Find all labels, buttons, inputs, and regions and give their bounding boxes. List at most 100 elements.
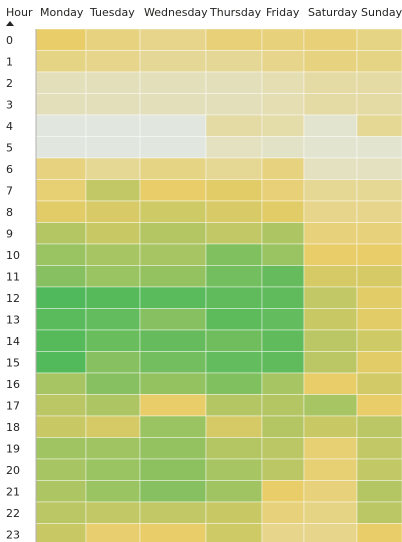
cell-wednesday-hour-9[interactable] — [139, 222, 207, 245]
cell-thursday-hour-15[interactable] — [205, 351, 263, 374]
cell-saturday-hour-11[interactable] — [303, 265, 358, 288]
cell-wednesday-hour-21[interactable] — [139, 480, 207, 503]
cell-monday-hour-23[interactable] — [35, 523, 87, 542]
cell-wednesday-hour-3[interactable] — [139, 93, 207, 116]
cell-saturday-hour-7[interactable] — [303, 179, 358, 202]
cell-tuesday-hour-2[interactable] — [85, 71, 141, 94]
cell-wednesday-hour-5[interactable] — [139, 136, 207, 159]
cell-tuesday-hour-13[interactable] — [85, 308, 141, 331]
cell-monday-hour-1[interactable] — [35, 50, 87, 73]
column-header-wednesday[interactable]: Wednesday — [144, 6, 208, 19]
cell-monday-hour-20[interactable] — [35, 458, 87, 481]
cell-wednesday-hour-17[interactable] — [139, 394, 207, 417]
cell-thursday-hour-6[interactable] — [205, 157, 263, 180]
cell-friday-hour-19[interactable] — [261, 437, 305, 460]
cell-thursday-hour-10[interactable] — [205, 243, 263, 266]
cell-thursday-hour-0[interactable] — [205, 28, 263, 51]
cell-tuesday-hour-23[interactable] — [85, 523, 141, 542]
cell-monday-hour-13[interactable] — [35, 308, 87, 331]
cell-wednesday-hour-14[interactable] — [139, 329, 207, 352]
cell-tuesday-hour-7[interactable] — [85, 179, 141, 202]
cell-thursday-hour-2[interactable] — [205, 71, 263, 94]
cell-friday-hour-10[interactable] — [261, 243, 305, 266]
cell-monday-hour-7[interactable] — [35, 179, 87, 202]
cell-saturday-hour-19[interactable] — [303, 437, 358, 460]
cell-saturday-hour-0[interactable] — [303, 28, 358, 51]
cell-saturday-hour-3[interactable] — [303, 93, 358, 116]
cell-sunday-hour-15[interactable] — [356, 351, 402, 374]
cell-tuesday-hour-19[interactable] — [85, 437, 141, 460]
cell-saturday-hour-2[interactable] — [303, 71, 358, 94]
cell-wednesday-hour-20[interactable] — [139, 458, 207, 481]
cell-monday-hour-14[interactable] — [35, 329, 87, 352]
cell-monday-hour-15[interactable] — [35, 351, 87, 374]
cell-tuesday-hour-3[interactable] — [85, 93, 141, 116]
cell-thursday-hour-23[interactable] — [205, 523, 263, 542]
cell-tuesday-hour-17[interactable] — [85, 394, 141, 417]
cell-thursday-hour-14[interactable] — [205, 329, 263, 352]
cell-monday-hour-22[interactable] — [35, 501, 87, 524]
cell-tuesday-hour-20[interactable] — [85, 458, 141, 481]
column-header-friday[interactable]: Friday — [266, 6, 300, 19]
cell-friday-hour-3[interactable] — [261, 93, 305, 116]
cell-tuesday-hour-1[interactable] — [85, 50, 141, 73]
cell-saturday-hour-10[interactable] — [303, 243, 358, 266]
cell-monday-hour-9[interactable] — [35, 222, 87, 245]
cell-monday-hour-16[interactable] — [35, 372, 87, 395]
cell-tuesday-hour-0[interactable] — [85, 28, 141, 51]
cell-sunday-hour-7[interactable] — [356, 179, 402, 202]
cell-wednesday-hour-11[interactable] — [139, 265, 207, 288]
cell-thursday-hour-19[interactable] — [205, 437, 263, 460]
cell-sunday-hour-2[interactable] — [356, 71, 402, 94]
cell-wednesday-hour-19[interactable] — [139, 437, 207, 460]
cell-thursday-hour-9[interactable] — [205, 222, 263, 245]
cell-sunday-hour-22[interactable] — [356, 501, 402, 524]
column-header-tuesday[interactable]: Tuesday — [89, 6, 135, 19]
row-header-label[interactable]: Hour — [6, 6, 33, 19]
cell-monday-hour-8[interactable] — [35, 200, 87, 223]
cell-sunday-hour-11[interactable] — [356, 265, 402, 288]
cell-wednesday-hour-7[interactable] — [139, 179, 207, 202]
cell-saturday-hour-21[interactable] — [303, 480, 358, 503]
cell-wednesday-hour-0[interactable] — [139, 28, 207, 51]
cell-monday-hour-3[interactable] — [35, 93, 87, 116]
cell-saturday-hour-12[interactable] — [303, 286, 358, 309]
cell-thursday-hour-5[interactable] — [205, 136, 263, 159]
cell-sunday-hour-0[interactable] — [356, 28, 402, 51]
cell-tuesday-hour-8[interactable] — [85, 200, 141, 223]
cell-tuesday-hour-10[interactable] — [85, 243, 141, 266]
cell-saturday-hour-9[interactable] — [303, 222, 358, 245]
cell-thursday-hour-1[interactable] — [205, 50, 263, 73]
cell-tuesday-hour-6[interactable] — [85, 157, 141, 180]
cell-friday-hour-15[interactable] — [261, 351, 305, 374]
cell-friday-hour-6[interactable] — [261, 157, 305, 180]
cell-monday-hour-4[interactable] — [35, 114, 87, 137]
cell-wednesday-hour-13[interactable] — [139, 308, 207, 331]
cell-tuesday-hour-4[interactable] — [85, 114, 141, 137]
cell-thursday-hour-22[interactable] — [205, 501, 263, 524]
cell-friday-hour-0[interactable] — [261, 28, 305, 51]
cell-monday-hour-10[interactable] — [35, 243, 87, 266]
column-header-sunday[interactable]: Sunday — [361, 6, 402, 19]
cell-sunday-hour-19[interactable] — [356, 437, 402, 460]
cell-friday-hour-9[interactable] — [261, 222, 305, 245]
cell-friday-hour-16[interactable] — [261, 372, 305, 395]
cell-thursday-hour-7[interactable] — [205, 179, 263, 202]
cell-wednesday-hour-16[interactable] — [139, 372, 207, 395]
cell-wednesday-hour-8[interactable] — [139, 200, 207, 223]
cell-saturday-hour-17[interactable] — [303, 394, 358, 417]
cell-saturday-hour-15[interactable] — [303, 351, 358, 374]
cell-wednesday-hour-1[interactable] — [139, 50, 207, 73]
cell-tuesday-hour-18[interactable] — [85, 415, 141, 438]
cell-sunday-hour-10[interactable] — [356, 243, 402, 266]
cell-wednesday-hour-12[interactable] — [139, 286, 207, 309]
cell-monday-hour-12[interactable] — [35, 286, 87, 309]
cell-monday-hour-11[interactable] — [35, 265, 87, 288]
cell-friday-hour-20[interactable] — [261, 458, 305, 481]
cell-friday-hour-12[interactable] — [261, 286, 305, 309]
cell-sunday-hour-3[interactable] — [356, 93, 402, 116]
cell-friday-hour-14[interactable] — [261, 329, 305, 352]
cell-sunday-hour-4[interactable] — [356, 114, 402, 137]
cell-sunday-hour-12[interactable] — [356, 286, 402, 309]
cell-sunday-hour-18[interactable] — [356, 415, 402, 438]
